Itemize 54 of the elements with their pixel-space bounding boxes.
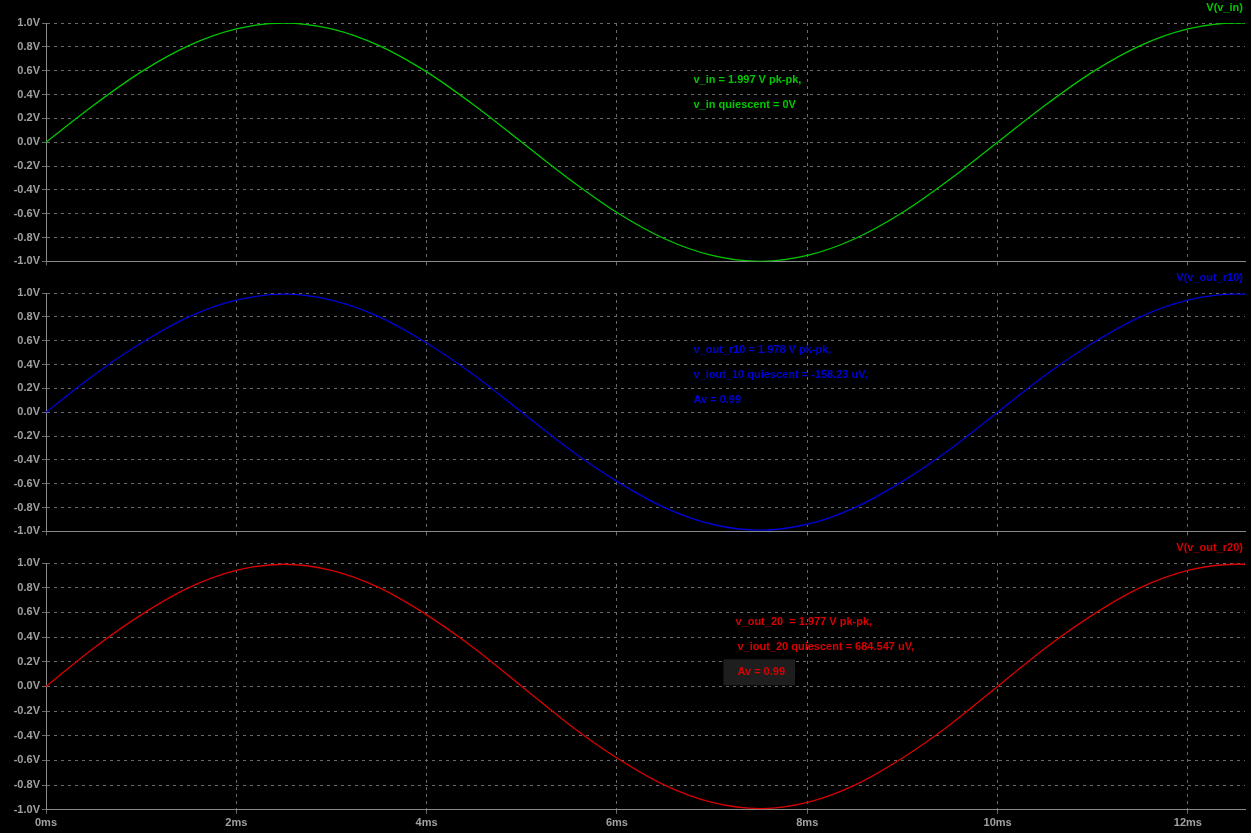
y-tick-label: 0.6V	[17, 333, 41, 346]
annotation: v_out_r10 = 1.978 V pk-pk,	[693, 343, 832, 356]
x-tick-label: 2ms	[225, 816, 248, 829]
line-series	[46, 563, 1245, 810]
annotation: v_iout_10 quiescent = -158.23 uV,	[693, 368, 868, 381]
line-series	[46, 23, 1245, 262]
y-tick-label: 0.0V	[17, 405, 41, 418]
x-tick-label: 8ms	[796, 816, 819, 829]
x-tick-label: 10ms	[983, 816, 1012, 829]
y-tick-label: -1.0V	[13, 524, 41, 537]
annotation: v_in = 1.997 V pk-pk,	[693, 73, 802, 86]
y-tick-label: -0.2V	[13, 159, 41, 172]
y-tick-label: 0.2V	[17, 381, 41, 394]
line-series	[46, 293, 1245, 531]
series-label: V(v_out_r10)	[1176, 270, 1244, 283]
y-tick-label: 0.0V	[17, 679, 41, 692]
y-tick-label: -0.2V	[13, 704, 41, 717]
y-tick-label: -0.8V	[13, 230, 41, 243]
y-tick-label: -0.4V	[13, 452, 41, 465]
y-tick-label: 0.8V	[17, 309, 41, 322]
y-tick-label: -0.8V	[13, 500, 41, 513]
y-tick-label: -1.0V	[13, 802, 41, 815]
y-tick-label: -0.2V	[13, 429, 41, 442]
y-tick-label: -0.8V	[13, 778, 41, 791]
x-tick-label: 12ms	[1173, 816, 1202, 829]
y-tick-label: 0.2V	[17, 654, 41, 667]
y-tick-label: 1.0V	[17, 556, 41, 569]
annotation: v_iout_20 quiescent = 684.547 uV,	[737, 640, 915, 653]
y-tick-label: -1.0V	[13, 254, 41, 267]
y-tick-label: 0.8V	[17, 39, 41, 52]
y-tick-label: -0.4V	[13, 182, 41, 195]
y-tick-label: 1.0V	[17, 286, 41, 299]
annotation: v_in quiescent = 0V	[693, 98, 797, 111]
y-tick-label: 0.0V	[17, 135, 41, 148]
y-tick-label: 0.4V	[17, 87, 41, 100]
annotation: Av = 0.99	[693, 393, 742, 406]
y-tick-label: -0.6V	[13, 753, 41, 766]
y-tick-label: 0.4V	[17, 357, 41, 370]
x-tick-label: 6ms	[605, 816, 628, 829]
annotation: Av = 0.99	[737, 665, 786, 678]
y-tick-label: -0.6V	[13, 206, 41, 219]
y-tick-label: -0.4V	[13, 728, 41, 741]
y-tick-label: 0.4V	[17, 630, 41, 643]
y-tick-label: 1.0V	[17, 16, 41, 29]
y-tick-label: 0.8V	[17, 580, 41, 593]
y-tick-label: 0.6V	[17, 605, 41, 618]
x-tick-label: 4ms	[415, 816, 438, 829]
annotation: v_out_20 = 1.977 V pk-pk,	[735, 615, 873, 628]
x-tick-label: 0ms	[34, 816, 58, 829]
y-tick-label: -0.6V	[13, 476, 41, 489]
series-label: V(v_in)	[1206, 0, 1244, 13]
series-label: V(v_out_r20)	[1176, 540, 1244, 553]
y-tick-label: 0.6V	[17, 63, 41, 76]
y-tick-label: 0.2V	[17, 111, 41, 124]
